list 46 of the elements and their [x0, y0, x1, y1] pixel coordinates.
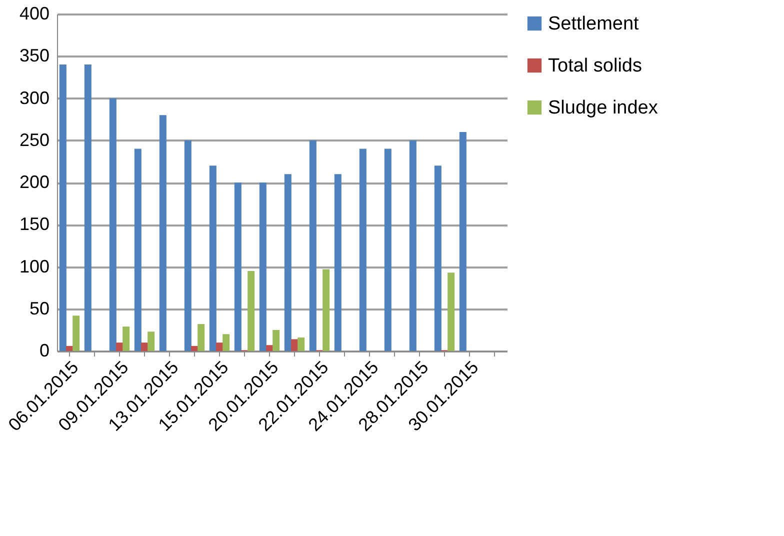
bar [248, 270, 255, 351]
bar [409, 140, 416, 351]
bar [322, 269, 330, 351]
y-tick-label: 300 [19, 88, 50, 108]
bar [159, 115, 166, 351]
bar [434, 166, 442, 351]
bar [148, 332, 155, 351]
bar [309, 140, 316, 351]
bar [359, 148, 366, 351]
bar [291, 339, 298, 351]
bar [448, 272, 455, 351]
bar [284, 174, 292, 351]
bar [334, 174, 342, 351]
bar [59, 64, 66, 351]
y-tick-label: 100 [19, 256, 50, 276]
y-tick-label: 250 [19, 130, 50, 150]
bar [459, 132, 466, 351]
bar [116, 342, 123, 351]
bar [141, 342, 148, 351]
bar [122, 326, 130, 351]
bar [184, 140, 192, 351]
bar [84, 64, 92, 351]
bar [109, 98, 116, 351]
bar [234, 182, 242, 351]
bar [216, 342, 223, 351]
bar [266, 345, 273, 351]
bar [66, 346, 73, 351]
bar [134, 148, 142, 351]
legend-label: Sludge index [548, 98, 658, 118]
bar [209, 166, 216, 351]
bar [198, 324, 205, 351]
bar [259, 182, 266, 351]
bar [72, 316, 80, 351]
bar [272, 330, 280, 351]
bar [222, 334, 230, 351]
bar [384, 148, 392, 351]
bar [298, 338, 305, 351]
y-tick-label: 0 [39, 340, 50, 360]
legend-label: Settlement [548, 14, 640, 34]
y-tick-label: 400 [19, 4, 50, 24]
y-tick-label: 350 [19, 46, 50, 66]
y-tick-label: 150 [19, 214, 50, 234]
y-tick-label: 200 [19, 172, 50, 192]
bar [191, 346, 198, 351]
y-tick-label: 50 [29, 298, 50, 318]
legend-label: Total solids [548, 56, 642, 76]
